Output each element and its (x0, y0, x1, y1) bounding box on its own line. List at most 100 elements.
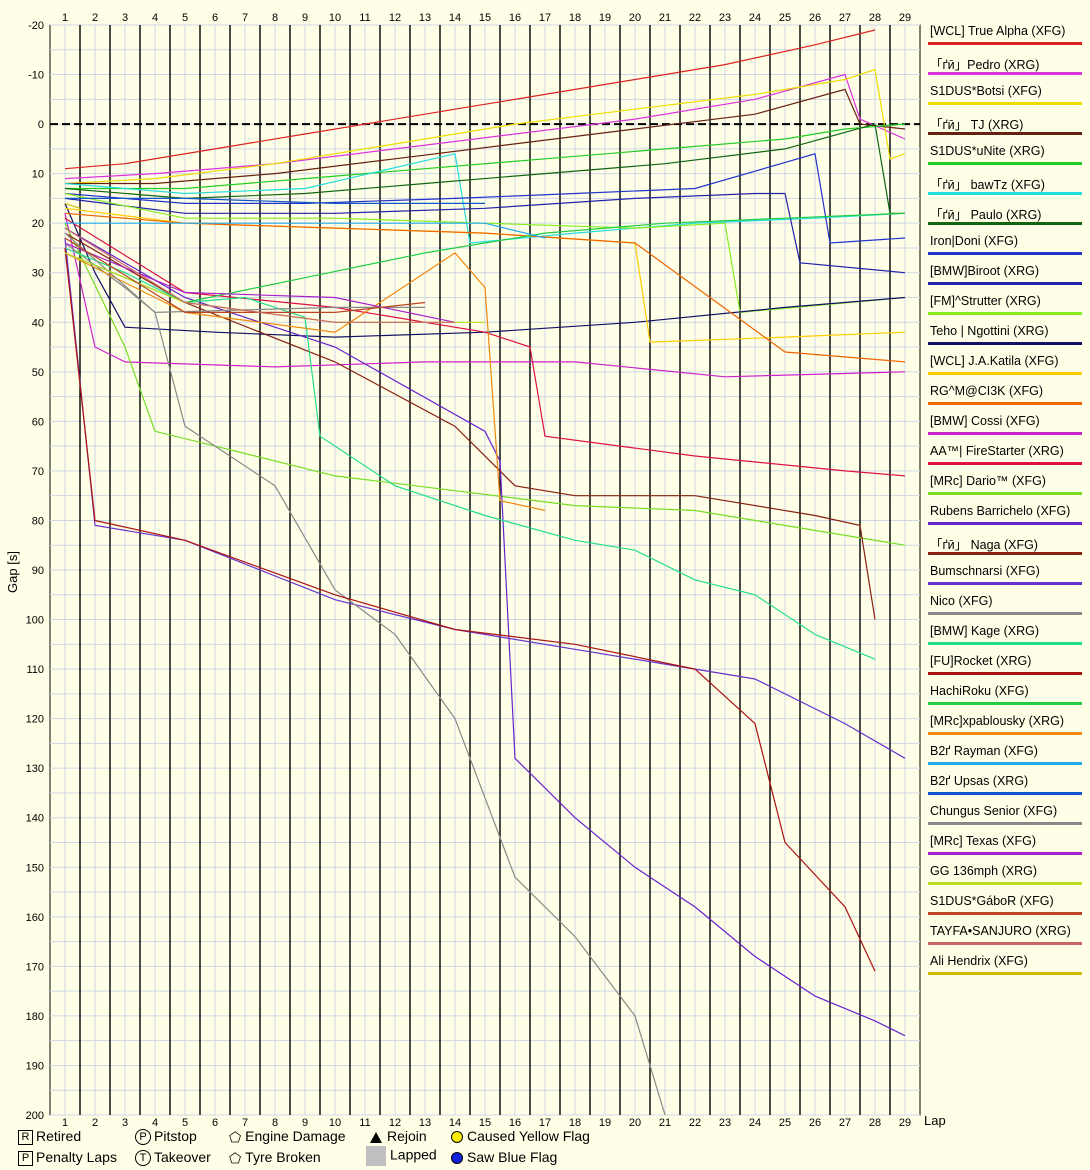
x-tick-label: 9 (302, 1117, 308, 1129)
legend-entry: S1DUS*uNite (XRG) (928, 140, 1088, 170)
x-tick-label: 7 (242, 1117, 248, 1129)
x-tick-label-top: 18 (569, 12, 581, 24)
x-tick-label-top: 2 (92, 12, 98, 24)
y-tick-label: 20 (32, 218, 44, 230)
legend-swatch (928, 192, 1082, 195)
key-engine: ⬠ Engine Damage (229, 1128, 346, 1145)
legend-swatch (928, 702, 1082, 705)
legend-label: [FU]Rocket (XRG) (930, 654, 1032, 668)
key-tyre: ⬠ Tyre Broken (229, 1149, 321, 1166)
y-tick-label: 100 (26, 615, 44, 627)
key-retired: R Retired (18, 1128, 81, 1145)
series-lines (64, 29, 906, 1116)
series-line (64, 222, 906, 546)
x-tick-label: 25 (779, 1117, 791, 1129)
x-tick-label-top: 29 (899, 12, 911, 24)
legend-label: Bumschnarsi (XFG) (930, 564, 1040, 578)
x-tick-label: 22 (689, 1117, 701, 1129)
legend-entry: Bumschnarsi (XFG) (928, 560, 1088, 590)
legend-swatch (928, 132, 1082, 135)
yellow-flag-icon (451, 1131, 463, 1144)
key-lapped: Lapped (366, 1146, 437, 1166)
legend-entry: [MRc] Texas (XFG) (928, 830, 1088, 860)
y-tick-label: 50 (32, 367, 44, 379)
retired-icon: R (18, 1129, 33, 1145)
y-tick-label: 80 (32, 515, 44, 527)
x-axis-label: Lap (924, 1113, 946, 1128)
takeover-icon: T (135, 1150, 151, 1167)
legend-label: S1DUS*uNite (XRG) (930, 144, 1045, 158)
x-tick-label: 12 (389, 1117, 401, 1129)
legend-label: 「ґӣ」Pedro (XRG) (930, 58, 1040, 72)
legend-label: [WCL] J.A.Katila (XFG) (930, 354, 1059, 368)
x-tick-label: 15 (479, 1117, 491, 1129)
legend-swatch (928, 612, 1082, 615)
legend-label: AA™| FireStarter (XRG) (930, 444, 1064, 458)
legend-label: [FM]^Strutter (XRG) (930, 294, 1041, 308)
legend-swatch (928, 72, 1082, 75)
legend-entry: 「ґӣ」 Paulo (XRG) (928, 200, 1088, 230)
legend-label: [BMW] Kage (XRG) (930, 624, 1040, 638)
series-line (64, 227, 906, 1037)
legend-entry: Chungus Senior (XFG) (928, 800, 1088, 830)
y-tick-label: 120 (26, 714, 44, 726)
y-tick-label: 70 (32, 466, 44, 478)
key-penalty: P Penalty Laps (18, 1149, 117, 1166)
x-tick-label-top: 1 (62, 12, 68, 24)
legend-swatch (928, 162, 1082, 165)
x-tick-label-top: 16 (509, 12, 521, 24)
legend-label: HachiRoku (XFG) (930, 684, 1029, 698)
legend-label: TAYFA•SANJURO (XRG) (930, 924, 1071, 938)
x-tick-label-top: 15 (479, 12, 491, 24)
legend-entry: Ali Hendrix (XFG) (928, 950, 1088, 980)
y-tick-label: 110 (26, 664, 44, 676)
y-tick-label: 140 (26, 813, 44, 825)
series-line (64, 203, 906, 338)
event-key: R Retired P Penalty Laps P Pitstop T Takeove… (14, 1128, 714, 1170)
x-tick-label-top: 24 (749, 12, 761, 24)
legend-label: RG^M@CI3K (XFG) (930, 384, 1044, 398)
key-pitstop: P Pitstop (135, 1128, 197, 1146)
legend-label: S1DUS*GáboR (XFG) (930, 894, 1054, 908)
x-tick-label-top: 5 (182, 12, 188, 24)
series-line (64, 247, 876, 972)
key-rejoin: Rejoin (370, 1128, 427, 1144)
legend-swatch (928, 972, 1082, 975)
series-line (64, 123, 905, 214)
blue-flag-icon (451, 1152, 463, 1165)
x-tick-label: 2 (92, 1117, 98, 1129)
legend-swatch (928, 882, 1082, 885)
legend-swatch (928, 282, 1082, 285)
x-tick-label: 14 (449, 1117, 461, 1129)
legend-entry: [FU]Rocket (XRG) (928, 650, 1088, 680)
x-tick-label: 16 (509, 1117, 521, 1129)
legend-entry: [FM]^Strutter (XRG) (928, 290, 1088, 320)
legend-swatch (928, 732, 1082, 735)
legend-swatch (928, 492, 1082, 495)
series-line (64, 212, 906, 304)
legend-entry: 「ґӣ」 Naga (XFG) (928, 530, 1088, 560)
series-line (64, 213, 906, 378)
series-line (65, 222, 546, 239)
legend-swatch (928, 522, 1082, 525)
x-tick-label-top: 14 (449, 12, 461, 24)
x-tick-label-top: 28 (869, 12, 881, 24)
series-line (64, 237, 906, 759)
legend-swatch (928, 312, 1082, 315)
series-line (65, 197, 485, 204)
legend-swatch (928, 762, 1082, 765)
legend-swatch (928, 462, 1082, 465)
legend-label: B2ґ Rayman (XFG) (930, 744, 1038, 758)
y-tick-label: 60 (32, 416, 44, 428)
x-tick-label: 26 (809, 1117, 821, 1129)
x-tick-label-top: 6 (212, 12, 218, 24)
x-tick-label: 11 (359, 1117, 370, 1129)
lapped-icon (366, 1146, 386, 1166)
y-tick-label: -10 (28, 70, 44, 82)
legend-entry: AA™| FireStarter (XRG) (928, 440, 1088, 470)
legend-entry: [BMW]Biroot (XRG) (928, 260, 1088, 290)
legend-entry: S1DUS*Botsi (XFG) (928, 80, 1088, 110)
legend-label: Chungus Senior (XFG) (930, 804, 1058, 818)
x-tick-label: 18 (569, 1117, 581, 1129)
legend-swatch (928, 432, 1082, 435)
